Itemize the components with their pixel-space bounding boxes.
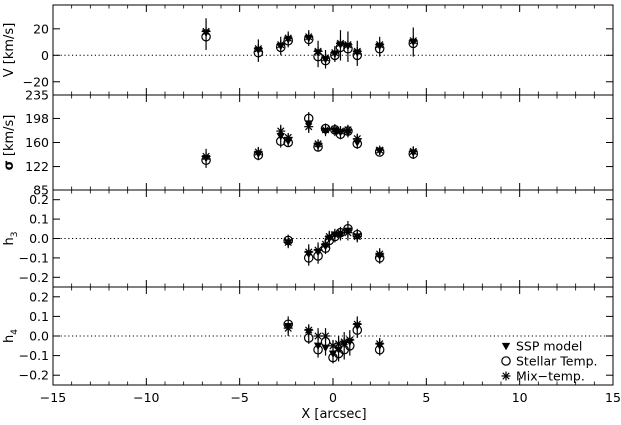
y-tick-label-h4: −0.1 [19, 348, 49, 363]
y-axis-title-unit: [km/s] [2, 23, 17, 69]
point-ssp-model [284, 239, 293, 247]
y-axis-title-main: V [2, 68, 17, 77]
point-ssp-model [284, 138, 293, 146]
legend-entry: SSP model [501, 339, 582, 354]
point-ssp-model [304, 328, 313, 337]
legend-label: Mix−temp. [516, 369, 585, 384]
panel-frame [52, 94, 614, 191]
point-ssp-model [330, 231, 340, 239]
point-ssp-model [276, 133, 285, 141]
point-ssp-model [336, 41, 345, 49]
x-tick-label: 10 [512, 390, 528, 405]
point-ssp-model [343, 227, 353, 235]
y-axis-title-sigma: σ [km/s] [2, 115, 17, 171]
point-ssp-model [336, 129, 345, 137]
y-tick-label-sigma: 235 [25, 88, 49, 103]
x-tick-label: −10 [133, 390, 159, 405]
point-ssp-model [330, 50, 340, 59]
point-ssp-model [276, 42, 285, 51]
point-ssp-model [254, 150, 263, 159]
point-ssp-model [201, 155, 211, 163]
point-ssp-model [353, 233, 362, 241]
point-ssp-model [409, 149, 418, 157]
legend-marker-stellar [501, 356, 511, 366]
y-axis-title-main: σ [2, 160, 17, 170]
y-tick-label-v: −20 [23, 74, 49, 89]
point-ssp-model [304, 34, 313, 43]
point-ssp-model [284, 323, 293, 331]
point-ssp-model [409, 38, 418, 47]
legend-marker-mix [501, 371, 511, 381]
y-tick-label-h3: 0.0 [29, 231, 49, 246]
point-ssp-model [353, 139, 362, 147]
point-ssp-model [313, 248, 323, 257]
point-ssp-model [201, 29, 211, 37]
y-tick-label-v: 20 [33, 21, 49, 36]
y-tick-label-h4: 0.1 [29, 309, 49, 324]
y-tick-label-h3: 0.2 [29, 192, 49, 207]
point-ssp-model [313, 49, 323, 57]
y-axis-title-v: V [km/s] [2, 23, 17, 78]
legend-entry: Stellar Temp. [501, 354, 598, 369]
x-tick-label: −15 [40, 390, 66, 405]
point-mix-temp [321, 331, 331, 341]
point-ssp-model [321, 56, 330, 64]
x-axis: −15 −10 −5 0 5 10 15 [40, 390, 621, 405]
y-tick-label-sigma: 198 [25, 111, 49, 126]
point-ssp-model [375, 342, 384, 350]
y-tick-label-h3: −0.2 [19, 270, 49, 285]
y-axis-title-h3: h3 [2, 232, 20, 246]
point-ssp-model [325, 235, 334, 243]
y-tick-label-h3: −0.1 [19, 250, 49, 265]
point-ssp-model [353, 323, 362, 331]
point-ssp-model [345, 338, 354, 347]
x-tick-label: 5 [422, 390, 430, 405]
point-ssp-model [343, 42, 353, 51]
y-tick-label-h4: 0.0 [29, 329, 49, 344]
panels-layer: −20 0 20 V [km/s] 85 122 160 198 235 σ [km/s] −0.2… [2, 4, 614, 386]
point-ssp-model [304, 120, 313, 128]
panel-h4: −0.2 −0.1 0.0 0.1 0.2 h4 [2, 286, 614, 386]
y-axis-title-subscript: 4 [10, 329, 20, 335]
point-ssp-model [375, 42, 384, 51]
y-tick-label-h3: 0.1 [29, 212, 49, 227]
point-mix-temp [313, 331, 323, 341]
y-tick-label-h4: 0.2 [29, 289, 49, 304]
y-tick-label-h4: −0.2 [19, 368, 49, 383]
point-ssp-model [304, 250, 313, 259]
y-tick-label-sigma: 160 [25, 135, 49, 150]
y-axis-title-unit: [km/s] [2, 115, 17, 161]
x-tick-label: 15 [605, 390, 621, 405]
panel-v: −20 0 20 V [km/s] [2, 4, 614, 96]
legend-label: SSP model [516, 339, 582, 354]
legend-label: Stellar Temp. [516, 354, 598, 369]
point-ssp-model [353, 49, 362, 57]
legend-entry: Mix−temp. [501, 369, 585, 384]
y-axis-title-subscript: 3 [10, 232, 20, 238]
point-ssp-model [336, 231, 345, 239]
y-axis-title-main: h [2, 335, 17, 343]
point-ssp-model [321, 344, 330, 352]
point-ssp-model [375, 147, 384, 155]
point-ssp-model [321, 127, 330, 136]
point-ssp-model [284, 36, 293, 44]
y-tick-label-v: 0 [41, 48, 49, 63]
y-tick-label-sigma: 122 [25, 159, 49, 174]
point-ssp-model [254, 46, 263, 55]
y-axis-title-h4: h4 [2, 329, 20, 343]
x-tick-label: 0 [329, 390, 337, 405]
legend-marker-ssp [501, 342, 511, 351]
point-ssp-model [313, 142, 323, 150]
panel-h3: −0.2 −0.1 0.0 0.1 0.2 h3 [2, 189, 614, 288]
y-axis-title-main: h [2, 237, 17, 245]
point-ssp-model [375, 252, 384, 261]
point-ssp-model [313, 342, 323, 350]
point-ssp-model [343, 129, 353, 137]
panel-sigma: 85 122 160 198 235 σ [km/s] [2, 88, 614, 198]
x-tick-label: −5 [230, 390, 248, 405]
x-axis-title: X [arcsec] [301, 407, 366, 422]
y-tick-label-sigma: 85 [33, 183, 49, 198]
